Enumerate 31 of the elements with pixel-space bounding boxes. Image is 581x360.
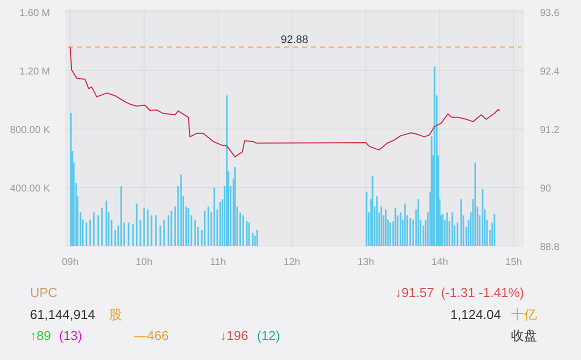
text: ↑89	[30, 328, 51, 343]
x-tick-label: 13h	[357, 257, 374, 268]
text: UPC	[30, 285, 58, 300]
text: ↓196	[220, 328, 248, 343]
text: 1,124.04	[450, 307, 501, 322]
y2-tick-label: 93.6	[540, 8, 560, 19]
text: 收盘	[511, 328, 537, 343]
text: (13)	[59, 328, 82, 343]
x-tick-label: 12h	[284, 257, 300, 268]
y-tick-label: 1.20 M	[19, 66, 50, 78]
y-tick-label: 1.60 M	[19, 8, 50, 19]
text: 61,144,914	[30, 307, 96, 322]
line-series	[70, 46, 500, 158]
text: ↓91.57	[394, 285, 434, 300]
y2-tick-label: 91.2	[540, 125, 560, 136]
x-tick-label: 09h	[62, 257, 79, 268]
x-tick-label: 10h	[136, 257, 152, 268]
y2-tick-label: 90	[540, 184, 552, 194]
text: (-1.31 -1.41%)	[441, 285, 524, 300]
y-tick-label: 800.00 K	[10, 125, 50, 136]
text: —466	[134, 328, 169, 343]
y2-tick-label: 92.4	[540, 66, 560, 78]
ref-line-label: 92.88	[280, 34, 308, 46]
y2-tick-label: 88.8	[540, 242, 560, 253]
y-tick-label: 400.00 K	[10, 184, 50, 194]
text: 股	[109, 307, 122, 322]
x-tick-label: 15h	[505, 257, 522, 268]
x-tick-label: 11h	[210, 257, 226, 268]
x-tick-label: 14h	[431, 257, 448, 268]
text: 十亿	[511, 307, 537, 322]
text: (12)	[257, 328, 280, 343]
